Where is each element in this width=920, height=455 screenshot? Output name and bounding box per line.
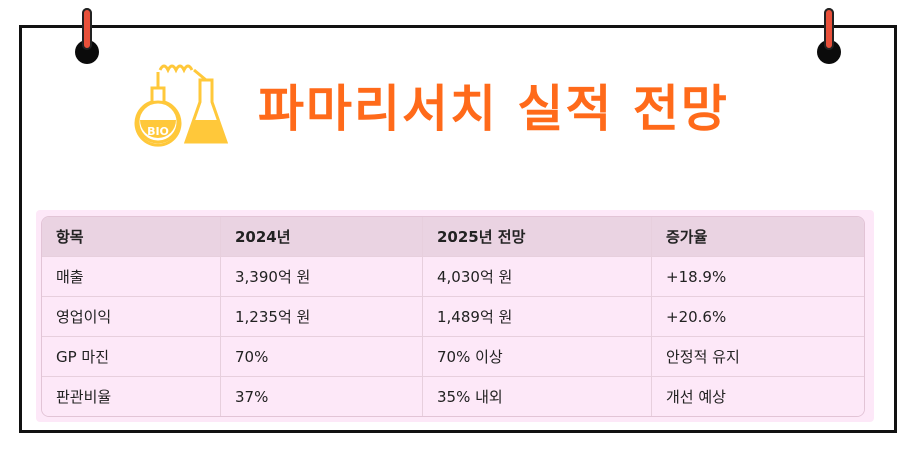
header-2025: 2025년 전망: [423, 217, 652, 257]
pin-left-needle: [82, 8, 92, 50]
cell-growth: +20.6%: [652, 297, 864, 337]
cell-2025: 4,030억 원: [423, 257, 652, 297]
cell-2024: 70%: [221, 337, 423, 377]
table-row: 매출 3,390억 원 4,030억 원 +18.9%: [42, 257, 864, 297]
cell-item: 판관비율: [42, 377, 221, 416]
cell-growth: +18.9%: [652, 257, 864, 297]
cell-item: GP 마진: [42, 337, 221, 377]
table-row: 영업이익 1,235억 원 1,489억 원 +20.6%: [42, 297, 864, 337]
flask-label: BIO: [147, 125, 169, 138]
flask-icon: BIO: [128, 58, 229, 152]
cell-2025: 70% 이상: [423, 337, 652, 377]
table-row: GP 마진 70% 70% 이상 안정적 유지: [42, 337, 864, 377]
cell-2024: 3,390억 원: [221, 257, 423, 297]
cell-2025: 1,489억 원: [423, 297, 652, 337]
cell-2025: 35% 내외: [423, 377, 652, 416]
cell-item: 매출: [42, 257, 221, 297]
page-title: 파마리서치 실적 전망: [258, 80, 729, 138]
header-2024: 2024년: [221, 217, 423, 257]
cell-2024: 1,235억 원: [221, 297, 423, 337]
cell-growth: 안정적 유지: [652, 337, 864, 377]
table-row: 판관비율 37% 35% 내외 개선 예상: [42, 377, 864, 416]
pin-right-needle: [824, 8, 834, 50]
header-growth: 증가율: [652, 217, 864, 257]
header: BIO 파마리서치 실적 전망: [128, 58, 729, 152]
cell-growth: 개선 예상: [652, 377, 864, 416]
cell-item: 영업이익: [42, 297, 221, 337]
table-container: 항목 2024년 2025년 전망 증가율 매출 3,390억 원 4,030억…: [36, 210, 874, 422]
results-table: 항목 2024년 2025년 전망 증가율 매출 3,390억 원 4,030억…: [41, 216, 865, 417]
table-header-row: 항목 2024년 2025년 전망 증가율: [42, 217, 864, 257]
cell-2024: 37%: [221, 377, 423, 416]
header-item: 항목: [42, 217, 221, 257]
